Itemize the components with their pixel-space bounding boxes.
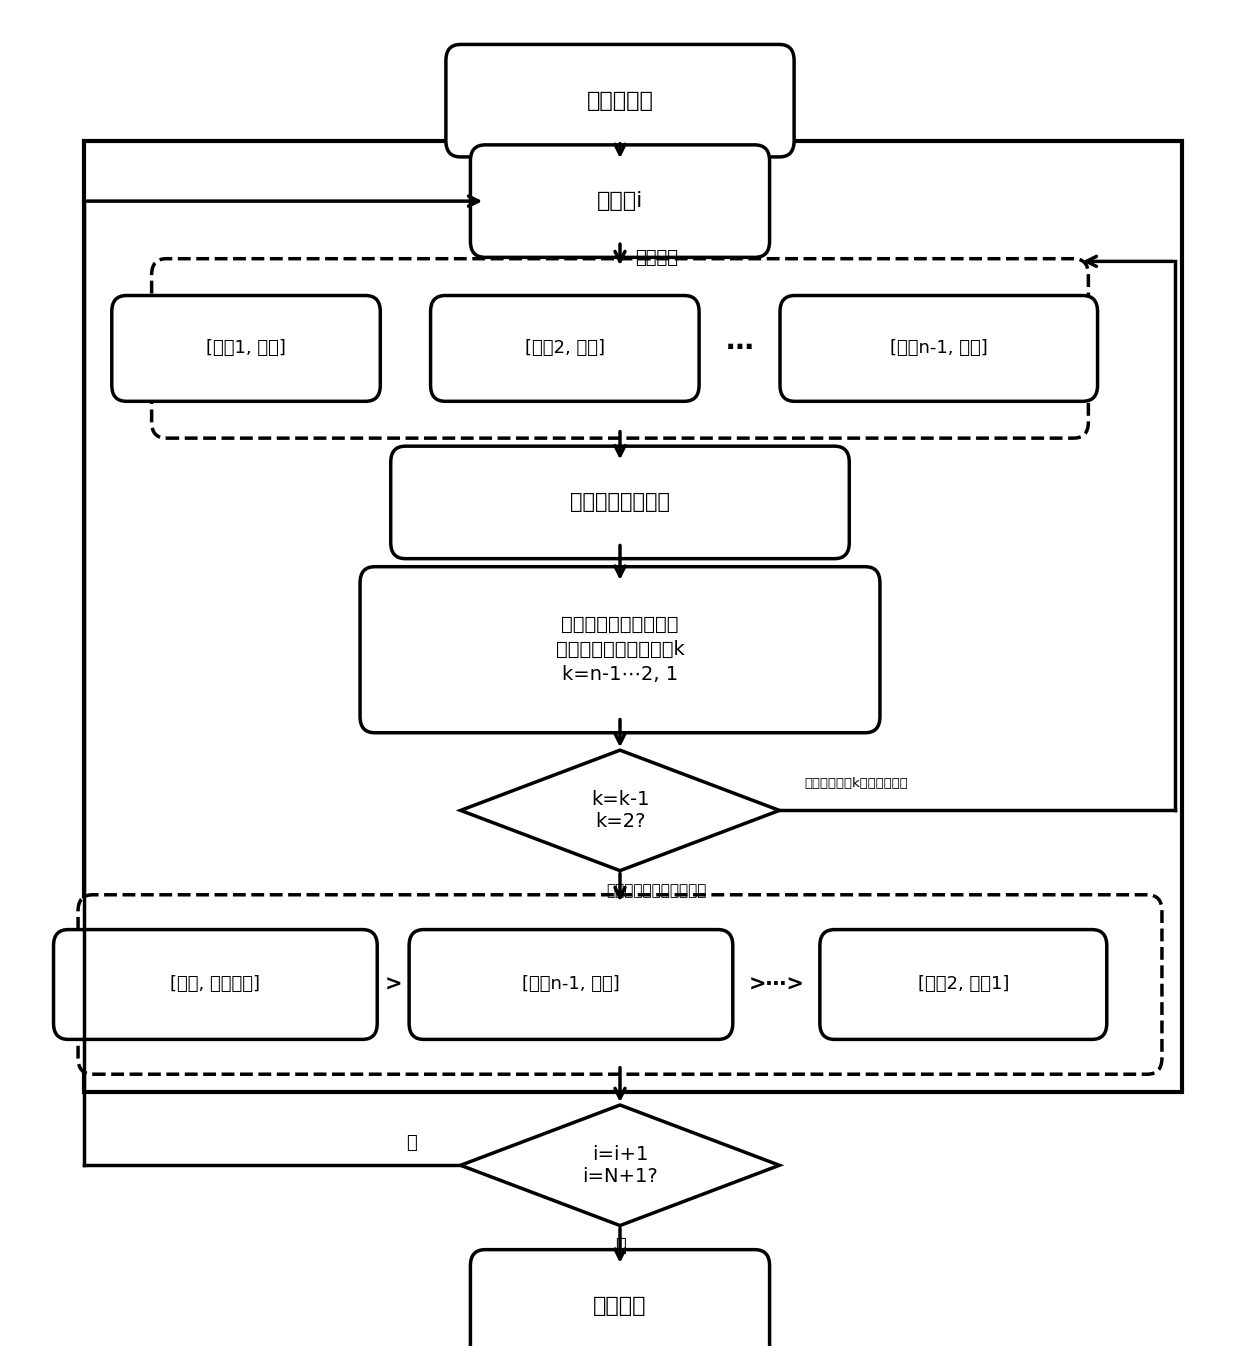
Text: >: > xyxy=(384,974,402,994)
FancyBboxPatch shape xyxy=(820,930,1107,1039)
FancyBboxPatch shape xyxy=(78,894,1162,1074)
Text: 聚类分析计算距离: 聚类分析计算距离 xyxy=(570,492,670,513)
Text: 选出距离最大的组合，
将此故障重新记为故障k
k=n-1⋯2, 1: 选出距离最大的组合， 将此故障重新记为故障k k=n-1⋯2, 1 xyxy=(556,616,684,685)
FancyBboxPatch shape xyxy=(391,446,849,559)
Text: 数据分组: 数据分组 xyxy=(635,249,678,267)
FancyBboxPatch shape xyxy=(430,295,699,402)
Text: 是: 是 xyxy=(615,1237,625,1254)
Text: i=i+1
i=N+1?: i=i+1 i=N+1? xyxy=(582,1145,658,1185)
FancyBboxPatch shape xyxy=(780,295,1097,402)
FancyBboxPatch shape xyxy=(53,930,377,1039)
FancyBboxPatch shape xyxy=(470,145,770,257)
FancyBboxPatch shape xyxy=(151,258,1089,438)
Text: ⋯: ⋯ xyxy=(725,334,754,363)
Text: [故障n-1, 其余]: [故障n-1, 其余] xyxy=(890,340,988,357)
Text: [故障2, 其余]: [故障2, 其余] xyxy=(525,340,605,357)
Text: k=k-1
k=2?: k=k-1 k=2? xyxy=(590,790,650,831)
Text: [故障1, 其余]: [故障1, 其余] xyxy=(206,340,286,357)
Text: [故障2, 故障1]: [故障2, 故障1] xyxy=(918,976,1009,993)
Polygon shape xyxy=(460,1105,780,1226)
Bar xyxy=(84,141,1182,1092)
Text: 否: 否 xyxy=(407,1134,417,1151)
Text: 否，删除故障k，剩下的数据: 否，删除故障k，剩下的数据 xyxy=(804,778,908,790)
Text: 子系统i: 子系统i xyxy=(596,191,644,211)
Polygon shape xyxy=(460,750,780,871)
Text: [正常, 所有故障]: [正常, 所有故障] xyxy=(170,976,260,993)
Text: 原始数据集: 原始数据集 xyxy=(587,91,653,111)
Text: >⋯>: >⋯> xyxy=(749,974,805,994)
FancyBboxPatch shape xyxy=(409,930,733,1039)
FancyBboxPatch shape xyxy=(470,1250,770,1353)
FancyBboxPatch shape xyxy=(360,567,880,733)
Text: [故障n-1, 其余]: [故障n-1, 其余] xyxy=(522,976,620,993)
Text: 是，汇总得到新的数据集: 是，汇总得到新的数据集 xyxy=(606,884,707,898)
Text: 执行训练: 执行训练 xyxy=(593,1296,647,1316)
FancyBboxPatch shape xyxy=(112,295,381,402)
FancyBboxPatch shape xyxy=(446,45,794,157)
